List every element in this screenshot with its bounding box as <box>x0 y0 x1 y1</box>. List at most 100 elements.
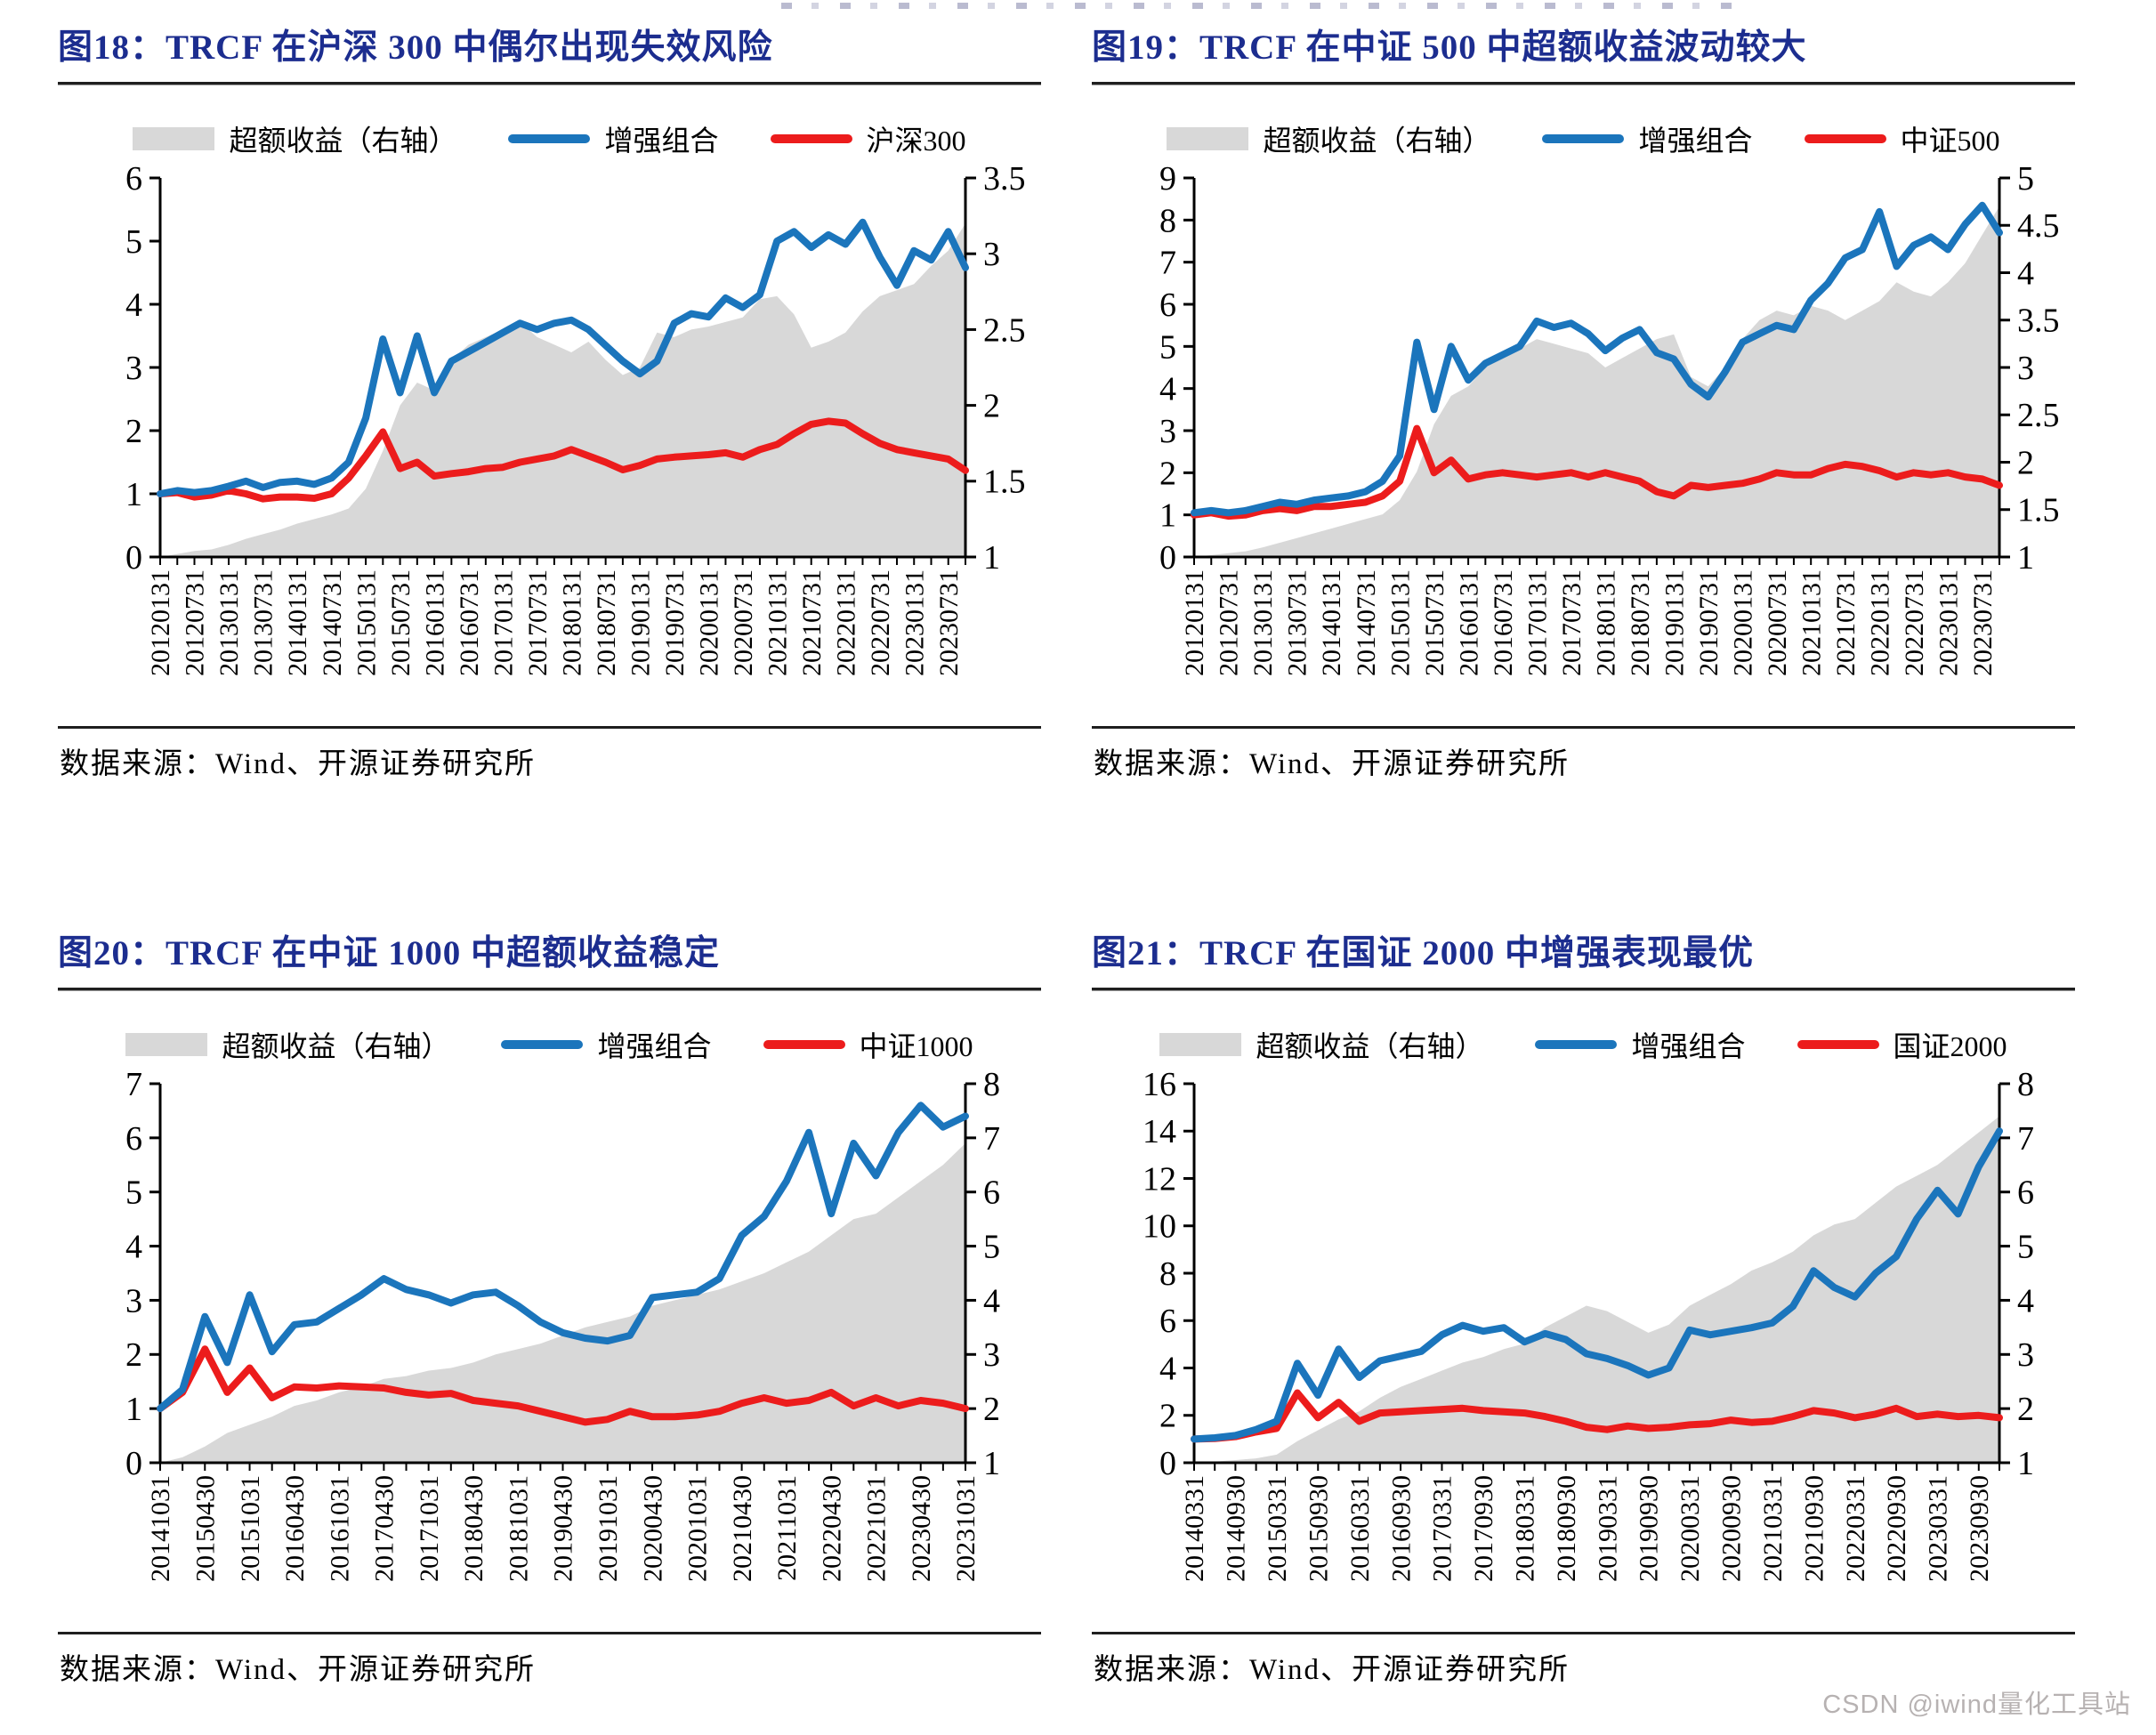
svg-text:3: 3 <box>2017 1336 2034 1374</box>
svg-text:20160131: 20160131 <box>420 569 449 676</box>
svg-text:20120731: 20120731 <box>1215 569 1244 676</box>
svg-text:7: 7 <box>2017 1120 2034 1158</box>
svg-text:20211031: 20211031 <box>772 1475 802 1581</box>
svg-text:20160731: 20160731 <box>455 569 484 676</box>
svg-text:20190930: 20190930 <box>1635 1475 1664 1582</box>
svg-text:20140731: 20140731 <box>1352 569 1381 676</box>
svg-text:20220331: 20220331 <box>1841 1475 1870 1582</box>
svg-text:20210331: 20210331 <box>1758 1475 1788 1582</box>
area-swatch-icon <box>1159 1033 1242 1056</box>
svg-text:20160930: 20160930 <box>1386 1475 1416 1582</box>
svg-text:20150430: 20150430 <box>191 1475 221 1582</box>
figure-21-legend: 超额收益（右轴） 增强组合 国证2000 <box>1092 1021 2075 1068</box>
svg-text:0: 0 <box>1159 1445 1176 1482</box>
svg-text:16: 16 <box>1143 1071 1176 1103</box>
svg-text:12: 12 <box>1143 1160 1176 1198</box>
svg-text:20180131: 20180131 <box>557 569 586 676</box>
source-divider <box>58 1632 1041 1634</box>
blue-line-swatch-icon <box>501 1040 584 1049</box>
svg-text:20180930: 20180930 <box>1552 1475 1581 1582</box>
svg-text:20140131: 20140131 <box>1317 569 1346 676</box>
title-divider <box>58 988 1041 991</box>
svg-text:5: 5 <box>1159 328 1176 366</box>
svg-text:6: 6 <box>125 1120 142 1158</box>
legend-blue-label: 增强组合 <box>1631 1030 1746 1062</box>
svg-text:4: 4 <box>125 286 142 324</box>
svg-text:20160430: 20160430 <box>280 1475 310 1582</box>
legend-blue-label: 增强组合 <box>597 1030 712 1062</box>
svg-text:7: 7 <box>125 1071 142 1103</box>
svg-text:8: 8 <box>1159 1255 1176 1293</box>
figure-19-title: 图19：TRCF 在中证 500 中超额收益波动较大 <box>1092 28 1807 67</box>
figure-21-source: 数据来源：Wind、开源证券研究所 <box>1094 1654 1570 1686</box>
figure-21-block: 图21：TRCF 在国证 2000 中增强表现最优 超额收益（右轴） 增强组合 … <box>1092 932 2075 1688</box>
svg-text:3: 3 <box>2017 350 2034 387</box>
svg-text:6: 6 <box>125 165 142 198</box>
figure-18-legend: 超额收益（右轴） 增强组合 沪深300 <box>58 116 1041 162</box>
svg-text:0: 0 <box>125 539 142 577</box>
legend-red-label: 国证2000 <box>1893 1030 2007 1062</box>
svg-text:20221031: 20221031 <box>862 1475 892 1582</box>
svg-text:20170930: 20170930 <box>1469 1475 1498 1582</box>
svg-text:5: 5 <box>125 223 142 261</box>
figure-19-source: 数据来源：Wind、开源证券研究所 <box>1094 748 1570 780</box>
svg-text:20180331: 20180331 <box>1511 1475 1540 1582</box>
figure-20-source: 数据来源：Wind、开源证券研究所 <box>60 1654 536 1686</box>
svg-text:20200731: 20200731 <box>1763 569 1792 676</box>
svg-text:2: 2 <box>1159 455 1176 492</box>
svg-text:20140331: 20140331 <box>1180 1475 1209 1582</box>
svg-text:20120731: 20120731 <box>181 569 210 676</box>
svg-text:20200331: 20200331 <box>1676 1475 1705 1582</box>
svg-text:9: 9 <box>1159 165 1176 198</box>
svg-text:20170731: 20170731 <box>523 569 553 676</box>
svg-text:4.5: 4.5 <box>2017 207 2060 245</box>
svg-text:5: 5 <box>2017 1228 2034 1265</box>
svg-text:20130731: 20130731 <box>249 569 279 676</box>
figure-19-block: 图19：TRCF 在中证 500 中超额收益波动较大 超额收益（右轴） 增强组合… <box>1092 27 2075 782</box>
svg-text:20190131: 20190131 <box>1659 569 1689 676</box>
svg-text:20200930: 20200930 <box>1717 1475 1747 1582</box>
svg-text:20170131: 20170131 <box>1522 569 1552 676</box>
svg-text:1: 1 <box>1159 497 1176 535</box>
source-divider <box>1092 1632 2075 1634</box>
svg-text:3: 3 <box>125 1282 142 1319</box>
red-line-swatch-icon <box>763 1040 845 1049</box>
legend-blue-label: 增强组合 <box>1638 125 1753 157</box>
svg-text:20200131: 20200131 <box>1728 569 1757 676</box>
svg-text:1: 1 <box>983 539 1000 577</box>
source-divider <box>1092 726 2075 729</box>
svg-text:20220131: 20220131 <box>831 569 860 676</box>
svg-text:20200430: 20200430 <box>638 1475 667 1582</box>
svg-text:20150731: 20150731 <box>1420 569 1449 676</box>
svg-text:20220731: 20220731 <box>1900 569 1929 676</box>
legend-blue-label: 增强组合 <box>604 125 719 157</box>
svg-text:20220430: 20220430 <box>817 1475 846 1582</box>
svg-text:20200131: 20200131 <box>694 569 723 676</box>
svg-text:4: 4 <box>1159 371 1176 408</box>
svg-text:2.5: 2.5 <box>2017 397 2060 434</box>
svg-text:20171031: 20171031 <box>415 1475 444 1582</box>
svg-text:20210131: 20210131 <box>763 569 792 676</box>
svg-text:20151031: 20151031 <box>236 1475 265 1582</box>
svg-text:20141031: 20141031 <box>146 1475 175 1582</box>
svg-text:3.5: 3.5 <box>2017 303 2060 340</box>
title-divider <box>1092 82 2075 85</box>
svg-text:20180731: 20180731 <box>592 569 621 676</box>
svg-text:4: 4 <box>983 1282 1000 1319</box>
red-line-swatch-icon <box>770 134 852 143</box>
svg-text:5: 5 <box>2017 165 2034 198</box>
svg-text:0: 0 <box>1159 539 1176 577</box>
svg-text:6: 6 <box>983 1174 1000 1212</box>
svg-text:20230331: 20230331 <box>1924 1475 1953 1582</box>
svg-text:20220930: 20220930 <box>1882 1475 1911 1582</box>
svg-text:20160731: 20160731 <box>1489 569 1518 676</box>
svg-text:20181031: 20181031 <box>504 1475 533 1582</box>
svg-text:20230731: 20230731 <box>1968 569 1998 676</box>
svg-text:20180131: 20180131 <box>1591 569 1620 676</box>
svg-text:8: 8 <box>2017 1071 2034 1103</box>
svg-text:20210131: 20210131 <box>1797 569 1826 676</box>
svg-text:20191031: 20191031 <box>594 1475 623 1582</box>
svg-text:4: 4 <box>2017 254 2034 292</box>
